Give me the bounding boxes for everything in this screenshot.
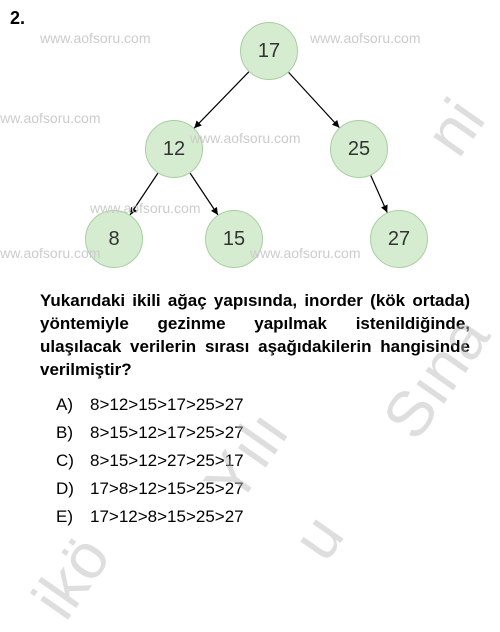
tree-diagram: 17 12 25 8 15 27 (40, 10, 460, 270)
option-letter: E) (56, 507, 90, 527)
tree-node: 25 (330, 120, 388, 178)
tree-edge (130, 173, 158, 215)
question-text: Yukarıdaki ikili ağaç yapısında, inorder… (40, 290, 470, 382)
option[interactable]: B)8>15>12>17>25>27 (56, 423, 466, 443)
option-letter: D) (56, 479, 90, 499)
tree-edge (371, 176, 387, 213)
option-text: 8>12>15>17>25>27 (90, 395, 244, 415)
tree-edge (194, 72, 249, 128)
option-letter: B) (56, 423, 90, 443)
tree-edge (289, 72, 340, 127)
tree-node: 27 (370, 210, 428, 268)
option[interactable]: A)8>12>15>17>25>27 (56, 395, 466, 415)
option[interactable]: D)17>8>12>15>25>27 (56, 479, 466, 499)
option[interactable]: C)8>15>12>27>25>17 (56, 451, 466, 471)
watermark-diagonal: ikö (17, 522, 125, 631)
option-text: 8>15>12>17>25>27 (90, 423, 244, 443)
tree-edge (190, 173, 218, 215)
tree-node: 8 (85, 210, 143, 268)
tree-node: 12 (145, 120, 203, 178)
tree-node: 15 (205, 210, 263, 268)
options-list: A)8>12>15>17>25>27B)8>15>12>17>25>27C)8>… (56, 395, 466, 535)
option[interactable]: E)17>12>8>15>25>27 (56, 507, 466, 527)
option-text: 17>12>8>15>25>27 (90, 507, 244, 527)
question-number: 2. (10, 8, 25, 29)
option-text: 17>8>12>15>25>27 (90, 479, 244, 499)
tree-node: 17 (240, 22, 298, 80)
option-letter: A) (56, 395, 90, 415)
option-letter: C) (56, 451, 90, 471)
option-text: 8>15>12>27>25>17 (90, 451, 244, 471)
